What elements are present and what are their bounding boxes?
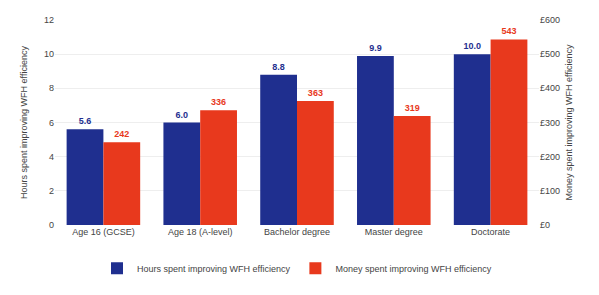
svg-text:6.0: 6.0: [176, 110, 189, 120]
svg-text:£300: £300: [540, 118, 560, 128]
svg-text:8: 8: [49, 83, 54, 93]
svg-text:4: 4: [49, 152, 54, 162]
svg-text:£600: £600: [540, 15, 560, 25]
svg-text:6: 6: [49, 118, 54, 128]
svg-text:£400: £400: [540, 83, 560, 93]
svg-text:Doctorate: Doctorate: [471, 227, 510, 237]
svg-text:543: 543: [501, 26, 516, 36]
svg-text:£0: £0: [540, 220, 550, 230]
svg-text:Age 18 (A-level): Age 18 (A-level): [168, 227, 233, 237]
svg-text:12: 12: [44, 15, 54, 25]
svg-text:£500: £500: [540, 49, 560, 59]
svg-text:Bachelor degree: Bachelor degree: [264, 227, 330, 237]
svg-text:Hours spent improving WFH effi: Hours spent improving WFH efficiency: [137, 264, 290, 274]
svg-text:Age 16 (GCSE): Age 16 (GCSE): [72, 227, 135, 237]
svg-text:242: 242: [114, 129, 129, 139]
svg-text:£200: £200: [540, 152, 560, 162]
svg-text:Master degree: Master degree: [365, 227, 423, 237]
svg-text:9.9: 9.9: [369, 43, 382, 53]
svg-text:0: 0: [49, 220, 54, 230]
svg-text:10.0: 10.0: [463, 41, 481, 51]
svg-text:Money spent improving WFH effi: Money spent improving WFH efficiency: [564, 44, 574, 200]
svg-text:2: 2: [49, 186, 54, 196]
svg-text:Hours spent improving WFH effi: Hours spent improving WFH efficiency: [19, 46, 29, 199]
svg-text:8.8: 8.8: [272, 62, 285, 72]
svg-text:5.6: 5.6: [79, 116, 92, 126]
svg-text:£100: £100: [540, 186, 560, 196]
svg-text:336: 336: [211, 97, 226, 107]
svg-text:10: 10: [44, 49, 54, 59]
svg-text:319: 319: [405, 103, 420, 113]
svg-text:363: 363: [308, 88, 323, 98]
svg-text:Money spent improving WFH effi: Money spent improving WFH efficiency: [335, 264, 491, 274]
